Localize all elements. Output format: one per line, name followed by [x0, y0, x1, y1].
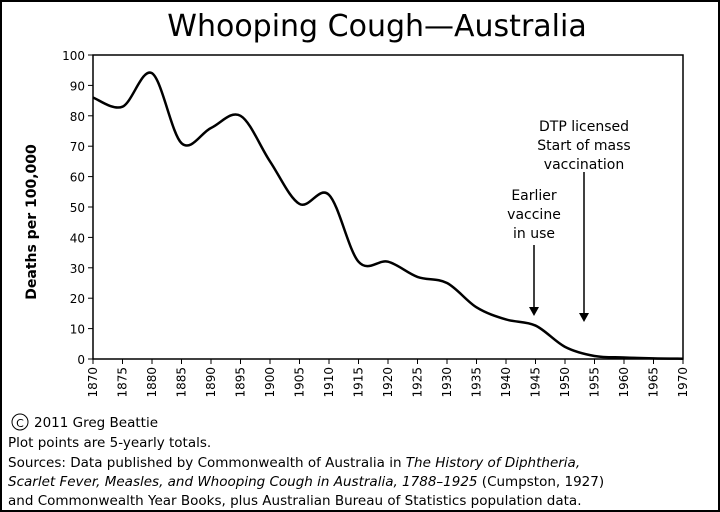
arrowhead	[529, 307, 539, 316]
line	[92, 71, 684, 360]
source-text: and Commonwealth Year Books, plus Austra…	[8, 493, 582, 509]
source-line: Scarlet Fever, Measles, and Whooping Cou…	[8, 474, 604, 490]
y-tick-label: 100	[62, 49, 85, 63]
x-tick-label: 1930	[440, 367, 454, 398]
x-tick-label: 1905	[293, 367, 307, 398]
annotation: in use	[513, 226, 555, 242]
annotation: DTP licensed	[539, 119, 629, 135]
source-text: Scarlet Fever, Measles, and Whooping Cou…	[8, 474, 478, 490]
chart-title: Whooping Cough—Australia	[167, 9, 586, 44]
annotations: Earlier vaccine in use DTP licensed Start of…	[507, 119, 631, 322]
x-tick-label: 1885	[175, 367, 189, 398]
x-tick-label: 1870	[86, 367, 100, 398]
x-tick-label: 1915	[352, 367, 366, 398]
x-tick-label: 1910	[322, 367, 336, 398]
source-line: and Commonwealth Year Books, plus Austra…	[8, 493, 582, 509]
x-tick-label: 1950	[558, 367, 572, 398]
arrowhead	[579, 313, 589, 322]
x-tick-label: 1925	[411, 367, 425, 398]
y-tick-label: 90	[70, 79, 85, 93]
x-tick-label: 1965	[647, 367, 661, 398]
y-tick-label: 50	[70, 201, 85, 215]
x-tick-label: 1895	[234, 367, 248, 398]
copyright: 2011 Greg Beattie	[34, 415, 158, 431]
y-tick-label: 70	[70, 140, 85, 154]
x-tick-label: 1945	[529, 367, 543, 398]
copyright-circle	[11, 413, 29, 431]
x-tick-label: 1960	[617, 367, 631, 398]
annotation: vaccination	[544, 157, 624, 173]
y-tick-label: 10	[70, 323, 85, 337]
y-axis-label: Deaths per 100,000	[24, 144, 40, 300]
y-tick-label: 80	[70, 110, 85, 124]
x-tick-label: 1935	[470, 367, 484, 398]
annotation: Earlier	[511, 188, 557, 204]
y-tick-label: 40	[70, 231, 85, 245]
x-tick-label: 1940	[499, 367, 513, 398]
x-tick-label: 1875	[116, 367, 130, 398]
copyright-symbol: C	[16, 417, 24, 430]
y-tick-label: 30	[70, 262, 85, 276]
annotation: vaccine	[507, 207, 561, 223]
x-tick-label: 1900	[263, 367, 277, 398]
x-tick-label: 1880	[145, 367, 159, 398]
source-text: The History of Diphtheria,	[406, 455, 580, 471]
annotation: Start of mass	[537, 138, 630, 154]
x-tick-label: 1970	[676, 367, 690, 398]
y-tick-label: 0	[77, 353, 85, 367]
x-tick-label: 1920	[381, 367, 395, 398]
y-tick-label: 60	[70, 171, 85, 185]
note: Plot points are 5-yearly totals.	[8, 435, 211, 451]
x-tick-label: 1955	[588, 367, 602, 398]
source-line: Sources: Data published by Commonwealth …	[8, 455, 580, 471]
source-text: Sources: Data published by Commonwealth …	[8, 455, 406, 471]
y-tick-label: 20	[70, 292, 85, 306]
x-tick-label: 1890	[204, 367, 218, 398]
source-text: (Cumpston, 1927)	[478, 474, 605, 490]
